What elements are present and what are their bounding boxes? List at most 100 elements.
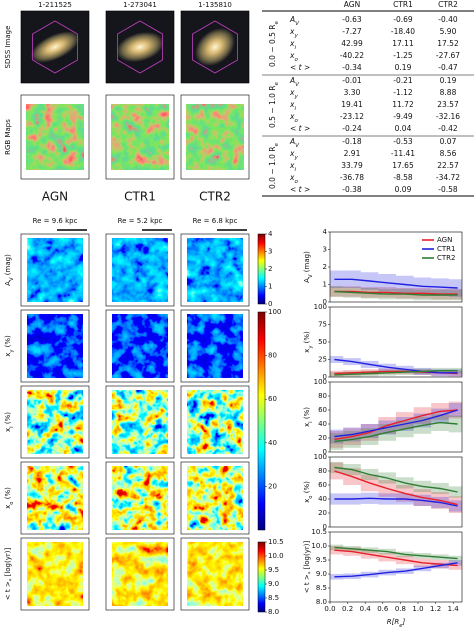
table-value: 17.11 <box>392 39 414 48</box>
row-name-sub: V <box>295 143 300 149</box>
property-map <box>27 542 83 606</box>
row-name-part: x <box>289 161 295 170</box>
x-tick-label: 0.6 <box>377 605 389 613</box>
map-ylabel: xi (%) <box>4 412 15 432</box>
re-label: Re = 6.8 kpc <box>193 217 238 225</box>
map-ylabel-part: x <box>4 353 12 357</box>
galaxy-name: CTR1 <box>124 190 156 204</box>
colorbar-tick-label: 4 <box>268 230 273 238</box>
series-line <box>334 562 458 578</box>
y-tick-label: 8.5 <box>316 584 327 592</box>
galaxy-name: AGN <box>42 190 68 204</box>
series-line <box>334 409 458 441</box>
row-name-part: < t > <box>290 185 310 194</box>
table-value: 17.65 <box>392 161 414 170</box>
x-axis-label-part: ] <box>401 618 405 626</box>
table-value: -32.16 <box>436 112 460 121</box>
y-axis-label-part: < t > <box>303 574 311 593</box>
series-line <box>334 290 458 295</box>
map-ylabel: AV (mag) <box>4 254 15 286</box>
table-value: 8.56 <box>440 149 457 158</box>
row-name: xy <box>289 88 298 100</box>
rgb-map <box>186 104 244 170</box>
y-tick-label: 100 <box>314 378 327 386</box>
map-ylabel-part: (%) <box>4 335 12 350</box>
property-map <box>27 238 83 302</box>
y-tick-label: 20 <box>318 434 327 442</box>
table-value: 2.91 <box>344 149 361 158</box>
row-name-sub: i <box>294 45 296 51</box>
table-value: -11.41 <box>391 149 415 158</box>
group-label-part: 0.0 − 1.0 R <box>268 146 277 189</box>
row-label: SDSS Image <box>4 26 12 69</box>
ifu-footprint <box>192 20 238 74</box>
table-value: -27.67 <box>436 51 460 60</box>
plot-area <box>330 270 462 301</box>
row-name-part: A <box>289 76 295 85</box>
colorbar-tick-label: 60 <box>268 395 277 403</box>
table-value: -0.69 <box>393 15 413 24</box>
map-ylabel-sub: * <box>9 578 15 581</box>
table-value: -0.58 <box>438 185 458 194</box>
row-label: RGB Maps <box>4 119 12 155</box>
rgb-map <box>26 104 84 170</box>
property-map <box>27 390 83 454</box>
table-header: CTR2 <box>438 0 458 9</box>
row-name: xi <box>289 161 296 173</box>
galaxy-blob <box>30 31 80 63</box>
re-label: Re = 9.6 kpc <box>33 217 78 225</box>
y-axis-label-part: x <box>303 499 311 503</box>
legend-label: CTR2 <box>437 254 455 262</box>
row-name-sub: i <box>294 106 296 112</box>
table-value: 33.79 <box>341 161 363 170</box>
x-tick-label: 0.2 <box>342 605 353 613</box>
row-name: xi <box>289 39 296 51</box>
x-tick-label: 1.0 <box>412 605 423 613</box>
table-value: -0.24 <box>342 124 362 133</box>
table-value: -0.34 <box>342 63 362 72</box>
colorbar-tick-label: 1 <box>268 283 272 291</box>
y-tick-label: 2 <box>323 263 327 271</box>
property-map <box>187 238 243 302</box>
table-value: 17.52 <box>437 39 459 48</box>
series-line <box>334 358 458 374</box>
colorbar-tick-label: 3 <box>268 248 272 256</box>
y-tick-label: 9.0 <box>316 570 327 578</box>
colorbar-tick-label: 2 <box>268 265 272 273</box>
row-name-part: x <box>289 149 295 158</box>
property-map <box>187 390 243 454</box>
row-name-part: x <box>289 100 295 109</box>
row-name: xo <box>289 173 298 185</box>
table-value: -18.40 <box>391 27 415 36</box>
y-tick-label: 1 <box>323 281 327 289</box>
y-tick-label: 50 <box>318 338 327 346</box>
map-ylabel-part: (%) <box>4 412 12 427</box>
series-line <box>334 278 458 289</box>
re-label: Re = 5.2 kpc <box>118 217 163 225</box>
y-tick-label: 20 <box>318 509 327 517</box>
colorbar-tick-label: 9.5 <box>268 566 279 574</box>
x-tick-label: 0.8 <box>395 605 406 613</box>
row-name: AV <box>289 137 300 149</box>
series-line <box>334 370 458 376</box>
row-name: < t > <box>290 63 310 72</box>
property-map <box>112 314 168 378</box>
map-ylabel-part: [log(yr)] <box>4 548 12 579</box>
legend-label: CTR1 <box>437 245 455 253</box>
property-map <box>27 314 83 378</box>
row-name-part: x <box>289 88 295 97</box>
galaxy-id: 1-211525 <box>38 1 72 9</box>
map-ylabel: < t >* [log(yr)] <box>4 548 15 601</box>
map-ylabel: xy (%) <box>4 335 15 357</box>
table-header: CTR1 <box>393 0 413 9</box>
series-line <box>334 409 458 438</box>
table-value: 11.72 <box>392 100 414 109</box>
y-tick-label: 60 <box>318 406 327 414</box>
group-label-sub: e <box>274 20 280 24</box>
group-label: 0.5 − 1.0 Re <box>268 81 280 128</box>
row-name-sub: V <box>295 21 300 27</box>
colorbar-tick-label: 100 <box>268 308 281 316</box>
table-value: 42.99 <box>341 39 363 48</box>
colorbar-tick-label: 8.0 <box>268 608 279 616</box>
colorbar <box>257 541 266 613</box>
